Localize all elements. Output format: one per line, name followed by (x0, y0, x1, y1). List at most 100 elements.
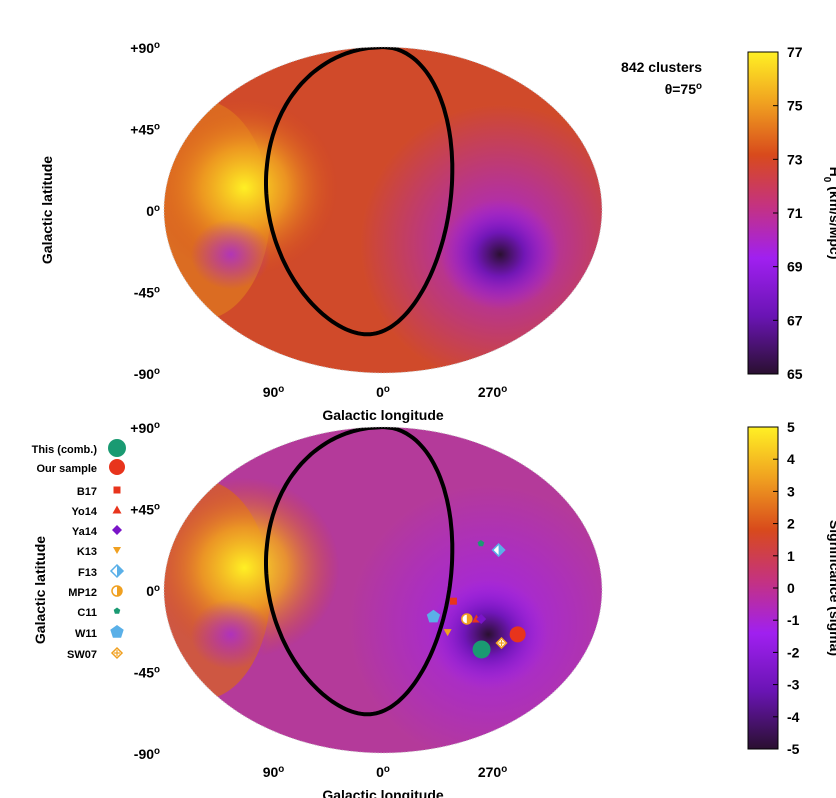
map-cool-blob-1 (428, 579, 549, 690)
point-10 (495, 636, 508, 650)
colorbar-label-main-0: H (827, 167, 836, 177)
x-tick-label-1-2-degree: o (501, 764, 507, 775)
point-9 (426, 609, 441, 623)
point-5-shape (443, 629, 452, 637)
colorbar-tick-label-1-8: -3 (787, 677, 800, 693)
colorbar-tick-label-1-2: 3 (787, 483, 795, 499)
map-warm-blob-0 (164, 97, 340, 278)
x-tick-label-0-0: 90o (263, 384, 285, 401)
annotation-theta: θ=75o (665, 81, 702, 98)
legend-marker-4-shape (112, 525, 122, 535)
legend-marker-3-shape (112, 505, 122, 514)
y-tick-label-1-4-degree: o (154, 746, 160, 757)
x-axis-label-1: Galactic longitude (322, 787, 444, 798)
map-heatmap-0 (164, 47, 602, 373)
annotation-cluster-count: 842 clusters (621, 59, 702, 75)
y-tick-label-1-1: +45o (130, 501, 160, 518)
legend-label-8: C11 (77, 607, 97, 619)
legend-label-10: SW07 (67, 649, 97, 661)
legend-marker-2-shape (113, 486, 121, 494)
legend-marker-0-shape (108, 439, 126, 457)
y-tick-label-0-2: 0o (146, 203, 160, 220)
y-tick-label-1-3-degree: o (154, 664, 160, 675)
x-tick-label-0-0-value: 90 (263, 384, 279, 400)
y-tick-label-0-1: +45o (130, 121, 160, 138)
map-cool-left-0 (190, 219, 271, 290)
x-tick-label-1-1-degree: o (384, 764, 390, 775)
y-tick-label-0-2-value: 0 (146, 203, 154, 219)
legend-label-1: Our sample (36, 463, 97, 475)
legend-label-2: B17 (77, 486, 97, 498)
map-cool-blob-0 (440, 199, 561, 310)
y-tick-label-0-0-degree: o (154, 40, 160, 51)
legend-marker-4 (112, 525, 122, 535)
y-tick-label-1-2-degree: o (154, 583, 160, 594)
colorbar-label-sub-0: 0 (822, 177, 833, 183)
map-heatmap-1 (164, 427, 602, 753)
y-tick-label-1-0-degree: o (154, 420, 160, 431)
y-tick-label-0-0-value: +90 (130, 40, 154, 56)
x-tick-label-0-2-degree: o (501, 384, 507, 395)
colorbar-label-0: H0 (km/s/Mpc) (822, 167, 836, 260)
colorbar-tick-label-1-10: -5 (787, 741, 800, 757)
legend-marker-9 (110, 625, 124, 638)
y-tick-label-1-0-value: +90 (130, 420, 154, 436)
x-tick-label-1-1-value: 0 (376, 764, 384, 780)
legend-marker-6-fill (117, 565, 123, 577)
x-tick-label-0-1-degree: o (384, 384, 390, 395)
data-points (426, 540, 526, 659)
y-tick-label-0-1-value: +45 (130, 122, 154, 138)
point-7-fill (466, 613, 472, 624)
y-tick-label-1-2-value: 0 (146, 583, 154, 599)
x-tick-label-0-1: 0o (376, 384, 390, 401)
y-tick-label-0-4-value: -90 (134, 366, 154, 382)
y-tick-label-0-3-degree: o (154, 284, 160, 295)
x-tick-label-1-0-value: 90 (263, 764, 279, 780)
x-tick-label-0-0-degree: o (278, 384, 284, 395)
y-tick-label-1-1-value: +45 (130, 502, 154, 518)
legend-label-3: Yo14 (72, 506, 98, 518)
legend-marker-6 (109, 563, 125, 579)
legend-label-9: W11 (75, 628, 97, 640)
y-tick-label-1-3: -45o (134, 664, 160, 681)
marker-legend: This (comb.) Our sample B17 Yo14 Ya14 K13 F13 M… (32, 439, 126, 661)
y-tick-label-1-2: 0o (146, 583, 160, 600)
legend-marker-8-shape (113, 607, 121, 614)
y-tick-label-0-0: +90o (130, 40, 160, 57)
map-cool-left-1 (190, 599, 271, 670)
x-tick-label-1-2-value: 270 (478, 764, 502, 780)
colorbar-label-units-0: (km/s/Mpc) (827, 182, 836, 259)
colorbar-tick-label-1-7: -2 (787, 644, 800, 660)
legend-label-7: MP12 (68, 587, 97, 599)
colorbar-tick-label-0-5: 67 (787, 312, 803, 328)
y-tick-label-1-3-value: -45 (134, 665, 154, 681)
great-circle-line-1 (264, 427, 455, 717)
colorbar-tick-label-1-5: 0 (787, 580, 795, 596)
y-tick-label-0-3-value: -45 (134, 285, 154, 301)
colorbar-label-main-1: Significance (sigma) (827, 520, 836, 656)
point-4-shape (476, 613, 487, 624)
y-axis-label-0: Galactic latitude (39, 156, 55, 264)
x-tick-label-0-2-value: 270 (478, 384, 502, 400)
y-tick-label-1-4-value: -90 (134, 746, 154, 762)
legend-label-4: Ya14 (72, 526, 98, 538)
map-outline-1 (163, 426, 603, 754)
point-6-fill (498, 544, 505, 557)
colorbar-tick-label-0-2: 73 (787, 151, 803, 167)
legend-marker-1 (109, 459, 125, 475)
point-7 (461, 613, 473, 625)
legend-label-5: K13 (77, 546, 97, 558)
y-tick-label-0-2-degree: o (154, 203, 160, 214)
point-5 (443, 629, 452, 637)
legend-marker-7-fill (117, 586, 122, 596)
legend-marker-7 (111, 585, 123, 597)
legend-marker-5-shape (113, 547, 121, 554)
colorbar-tick-label-0-0: 77 (787, 44, 803, 60)
y-axis-label-1: Galactic latitude (32, 536, 48, 644)
colorbar-tick-label-0-4: 69 (787, 259, 803, 275)
legend-marker-1-shape (109, 459, 125, 475)
point-0-shape (472, 640, 491, 659)
y-tick-label-0-4: -90o (134, 366, 160, 383)
colorbar-tick-label-0-1: 75 (787, 98, 803, 114)
